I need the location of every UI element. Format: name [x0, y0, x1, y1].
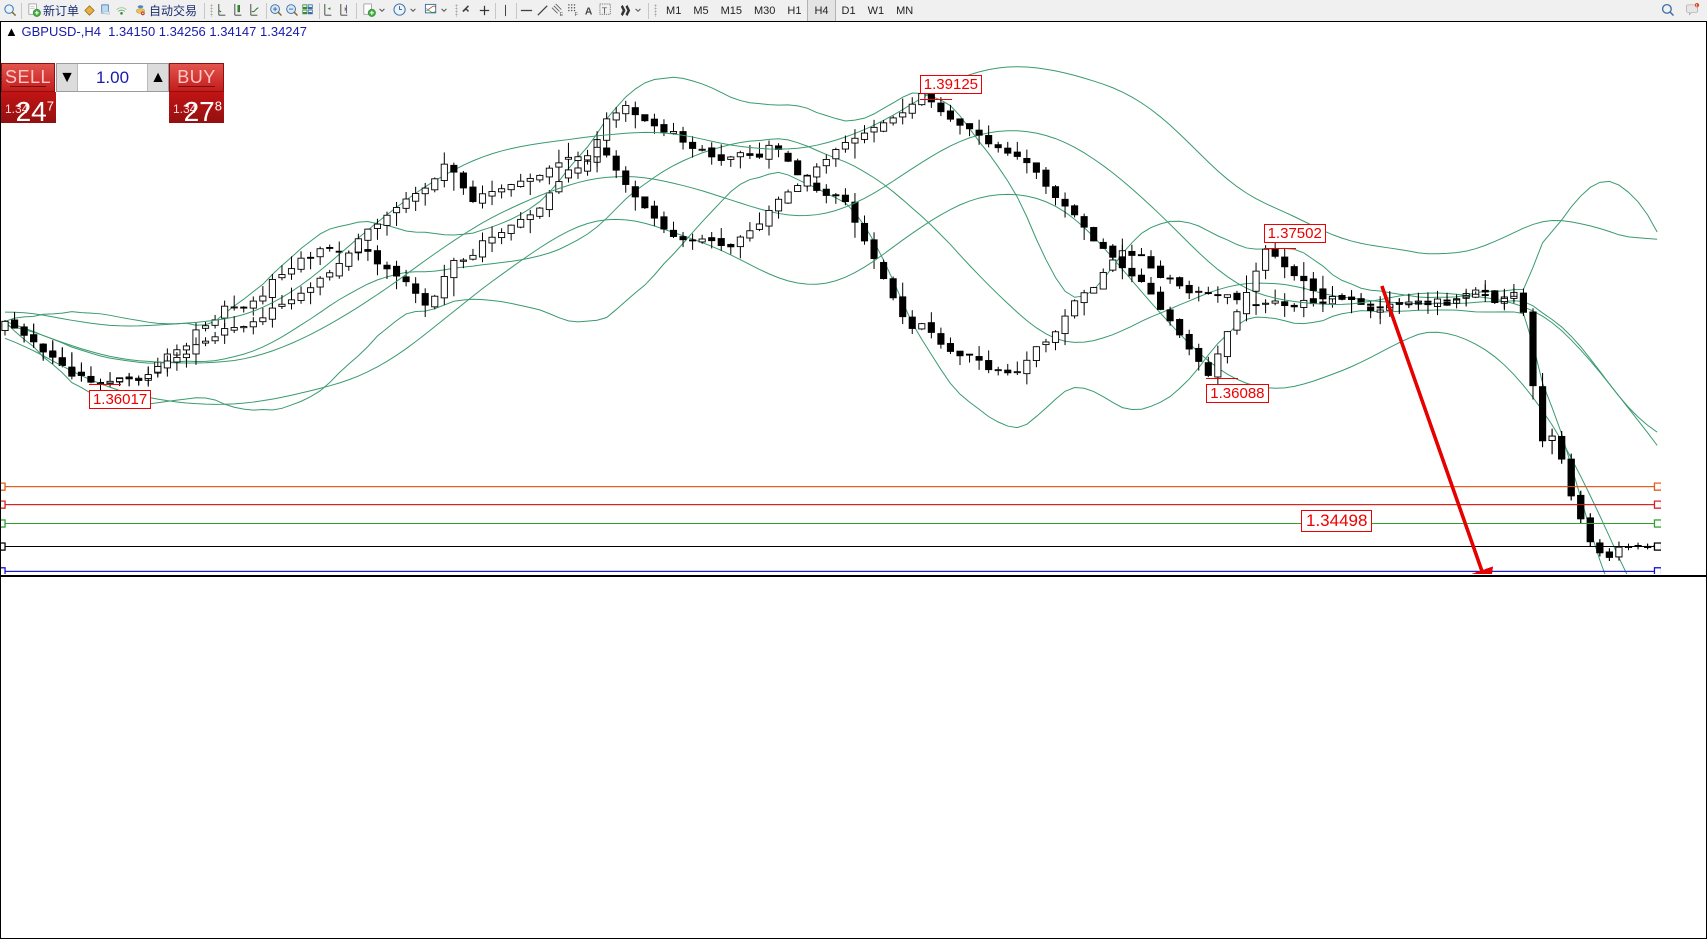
svg-text:A: A	[585, 6, 593, 17]
svg-text:F: F	[575, 12, 579, 18]
svg-text:E: E	[559, 12, 563, 18]
svg-text:T: T	[602, 5, 607, 15]
svg-text:1: 1	[1696, 3, 1698, 7]
